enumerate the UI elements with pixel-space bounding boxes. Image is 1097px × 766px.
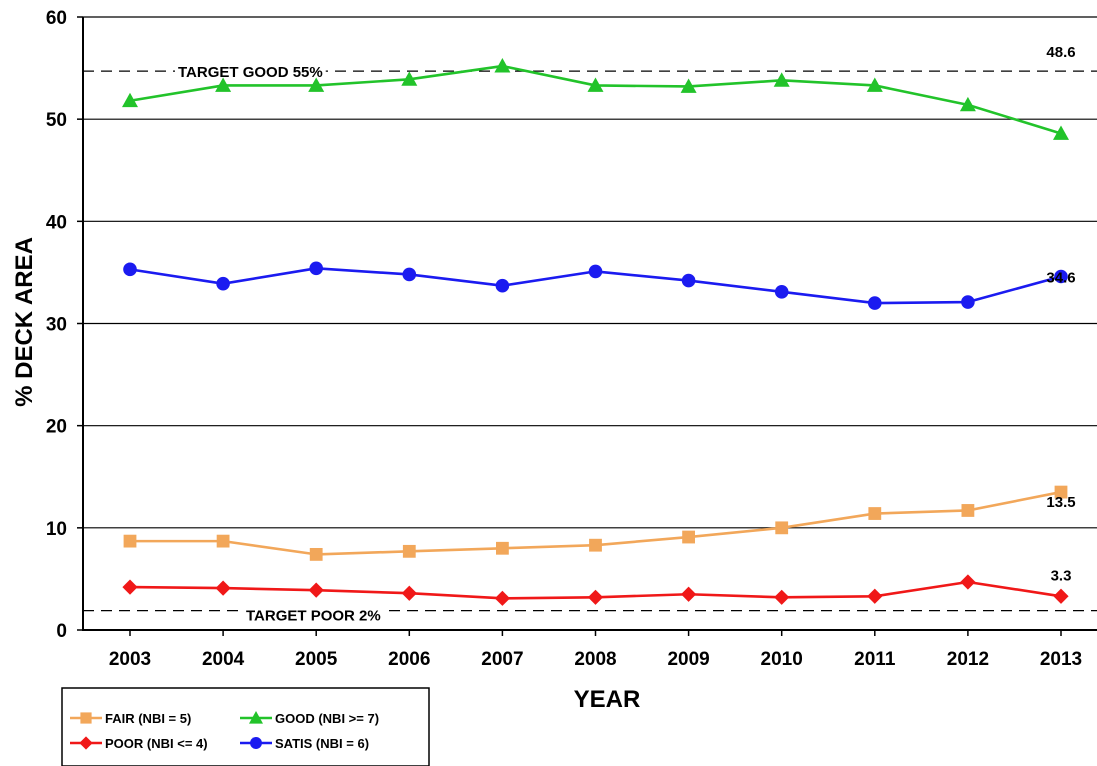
point-fair-2012 (961, 504, 975, 517)
point-good-2004 (215, 77, 232, 92)
point-fair-2007 (496, 541, 509, 555)
series-good (122, 58, 1069, 140)
point-fair-2006 (402, 544, 416, 558)
y-tick-label-0: 0 (56, 621, 67, 642)
point-good-2010 (773, 72, 790, 87)
point-satis-2004 (216, 276, 230, 291)
point-poor-2004 (215, 580, 231, 596)
legend-entry-satis: SATIS (NBI = 6) (240, 736, 369, 751)
y-tick-label-10: 10 (46, 519, 67, 540)
point-poor-2012 (960, 574, 976, 590)
point-good-2006 (401, 71, 418, 86)
legend-marker-poor (79, 736, 93, 750)
series-satis (123, 261, 1068, 310)
point-fair-2008 (589, 538, 602, 552)
point-satis-2005 (309, 261, 324, 276)
point-satis-2007 (495, 278, 510, 293)
ref-label-bg-target_poor (243, 607, 384, 625)
x-tick-label-2003: 2003 (109, 649, 151, 670)
point-good-2011 (866, 77, 883, 92)
point-satis-2006 (402, 267, 417, 282)
ref-label-target_poor: TARGET POOR 2% (246, 608, 381, 625)
gridlines (83, 16, 1097, 529)
y-tick-label-50: 50 (46, 110, 67, 131)
end-label-fair: 13.5 (1046, 494, 1075, 511)
legend-label-good: GOOD (NBI >= 7) (275, 711, 379, 726)
x-tick-label-2007: 2007 (481, 649, 523, 670)
legend-marker-good (249, 711, 263, 724)
end-labels: 48.6 34.6 13.5 3.3 (1046, 44, 1075, 584)
x-tick-label-2010: 2010 (761, 649, 803, 670)
legend-label-fair: FAIR (NBI = 5) (105, 711, 191, 726)
y-tick-label-40: 40 (46, 212, 67, 233)
x-tick-label-2005: 2005 (295, 649, 338, 670)
series-group (122, 58, 1069, 606)
point-satis-2008 (588, 264, 603, 279)
series-fair (123, 485, 1068, 561)
y-tick-label-60: 60 (46, 8, 67, 29)
x-tick-labels: 2003 2004 2005 2006 2007 2008 2009 2010 2011 2012… (109, 649, 1082, 670)
point-good-2007 (494, 58, 511, 73)
legend-box (61, 687, 430, 766)
point-good-2008 (587, 77, 604, 92)
point-poor-2011 (867, 588, 883, 604)
point-fair-2010 (775, 521, 789, 535)
end-label-poor: 3.3 (1051, 567, 1072, 584)
x-tick-label-2012: 2012 (947, 649, 989, 670)
ref-label-bg-target_good (175, 64, 326, 82)
point-satis-2010 (774, 285, 789, 299)
point-poor-2006 (401, 585, 417, 601)
point-satis-2012 (961, 295, 975, 309)
y-axis-title: % DECK AREA (11, 237, 38, 407)
point-fair-2003 (123, 534, 137, 548)
point-good-2013 (1053, 125, 1069, 140)
point-fair-2009 (682, 530, 695, 544)
point-poor-2007 (494, 590, 510, 606)
y-tick-label-30: 30 (46, 315, 67, 336)
x-tick-label-2006: 2006 (388, 649, 430, 670)
legend-entry-fair: FAIR (NBI = 5) (70, 711, 191, 726)
point-good-2005 (308, 77, 325, 92)
x-axis-title: YEAR (574, 686, 641, 713)
point-satis-2009 (681, 273, 696, 288)
reference-lines: TARGET GOOD 55% TARGET POOR 2% (83, 64, 1097, 625)
point-good-2003 (122, 92, 138, 108)
point-satis-2003 (123, 262, 137, 277)
point-satis-2011 (868, 296, 882, 310)
point-fair-2005 (309, 547, 323, 561)
x-tick-label-2009: 2009 (667, 649, 709, 670)
legend: FAIR (NBI = 5) GOOD (NBI >= 7) POOR (NBI <… (61, 687, 430, 766)
legend-label-poor: POOR (NBI <= 4) (105, 736, 208, 751)
point-satis-2013 (1054, 269, 1068, 284)
x-tick-label-2004: 2004 (202, 649, 245, 670)
end-label-good: 48.6 (1046, 44, 1075, 61)
point-poor-2005 (308, 582, 324, 598)
ref-label-target_good: TARGET GOOD 55% (178, 64, 323, 81)
x-tick-label-2011: 2011 (854, 649, 896, 670)
point-poor-2003 (122, 579, 138, 595)
legend-entry-poor: POOR (NBI <= 4) (70, 736, 208, 751)
point-poor-2010 (774, 589, 790, 605)
end-label-satis: 34.6 (1046, 270, 1075, 287)
point-poor-2013 (1053, 588, 1069, 604)
axes (77, 16, 1097, 636)
series-poor (122, 574, 1069, 606)
legend-entry-good: GOOD (NBI >= 7) (240, 711, 379, 726)
x-tick-label-2008: 2008 (574, 649, 616, 670)
y-tick-label-20: 20 (46, 417, 67, 438)
legend-marker-satis (250, 737, 262, 749)
point-poor-2009 (681, 586, 697, 602)
legend-marker-fair (80, 712, 92, 724)
point-poor-2008 (587, 589, 604, 605)
point-fair-2013 (1054, 485, 1068, 499)
point-good-2009 (680, 78, 697, 93)
point-good-2012 (959, 96, 976, 112)
x-tick-label-2013: 2013 (1040, 649, 1082, 670)
legend-label-satis: SATIS (NBI = 6) (275, 736, 369, 751)
point-fair-2004 (216, 534, 230, 548)
point-fair-2011 (868, 507, 882, 520)
y-tick-labels: 0 10 20 30 40 50 60 (46, 8, 67, 642)
